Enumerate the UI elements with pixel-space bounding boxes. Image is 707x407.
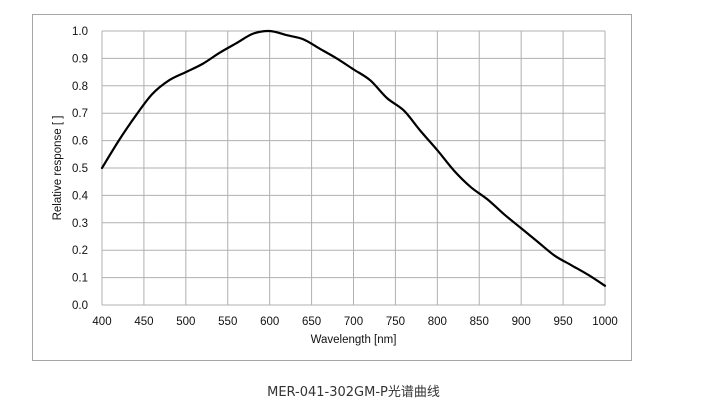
y-tick-label: 0.5 bbox=[72, 163, 88, 175]
grid bbox=[101, 30, 606, 306]
y-tick-label: 0.6 bbox=[72, 136, 88, 148]
x-tick-label: 700 bbox=[344, 316, 363, 328]
y-tick-label: 0.0 bbox=[72, 300, 88, 312]
x-tick-label: 400 bbox=[92, 316, 111, 328]
x-tick-label: 600 bbox=[260, 316, 279, 328]
response-curve bbox=[100, 29, 607, 287]
y-axis-title: Relative response [ ] bbox=[52, 116, 64, 221]
x-axis-title: Wavelength [nm] bbox=[311, 334, 397, 346]
y-tick-labels: 0.0 0.1 0.2 0.3 0.4 0.5 0.6 0.7 0.8 0.9 1.0 bbox=[72, 26, 89, 312]
chart-frame: 0.0 0.1 0.2 0.3 0.4 0.5 0.6 0.7 0.8 0.9 1.0 400 450… bbox=[32, 14, 632, 361]
x-tick-label: 1000 bbox=[592, 316, 618, 328]
y-tick-label: 1.0 bbox=[72, 26, 88, 38]
y-tick-label: 0.8 bbox=[72, 81, 88, 93]
y-tick-label: 0.4 bbox=[72, 190, 89, 202]
x-tick-label: 950 bbox=[553, 316, 572, 328]
y-tick-label: 0.7 bbox=[72, 108, 88, 120]
chart-caption: MER-041-302GM-P光谱曲线 bbox=[267, 385, 440, 400]
spectral-response-chart: 0.0 0.1 0.2 0.3 0.4 0.5 0.6 0.7 0.8 0.9 1.0 400 450… bbox=[52, 26, 618, 346]
x-tick-label: 850 bbox=[470, 316, 489, 328]
x-tick-label: 750 bbox=[386, 316, 405, 328]
x-tick-label: 550 bbox=[218, 316, 237, 328]
y-tick-label: 0.1 bbox=[72, 273, 88, 285]
x-tick-labels: 400 450 500 550 600 650 700 750 800 850 900 950 1000 bbox=[92, 316, 617, 328]
y-tick-label: 0.3 bbox=[72, 218, 88, 230]
x-tick-label: 800 bbox=[428, 316, 447, 328]
x-tick-label: 900 bbox=[512, 316, 531, 328]
x-tick-label: 500 bbox=[176, 316, 195, 328]
x-tick-label: 450 bbox=[134, 316, 153, 328]
y-tick-label: 0.2 bbox=[72, 245, 88, 257]
x-tick-label: 650 bbox=[302, 316, 321, 328]
y-tick-label: 0.9 bbox=[72, 53, 88, 65]
